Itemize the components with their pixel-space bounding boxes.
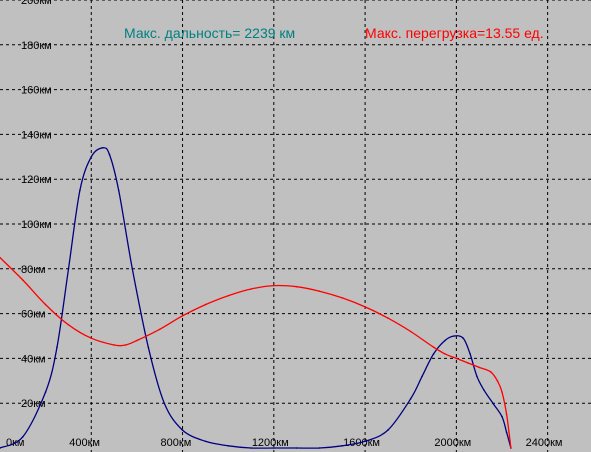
data-point (113, 344, 115, 346)
data-point (250, 447, 252, 449)
data-point (318, 447, 321, 449)
data-point (341, 445, 344, 447)
x-tick-label: 2000км (434, 437, 471, 449)
data-point (90, 337, 93, 340)
y-tick-label: 80км (21, 264, 46, 276)
data-point (124, 344, 127, 346)
data-point (501, 415, 503, 418)
data-point (147, 346, 150, 349)
data-point (158, 328, 161, 331)
data-point (364, 440, 366, 443)
data-point (341, 297, 344, 299)
x-tick-label: 2400км (526, 437, 563, 449)
data-point (227, 445, 229, 447)
data-point (505, 431, 508, 434)
y-tick-label: 180км (21, 40, 52, 52)
data-point (510, 447, 512, 449)
data-point (387, 429, 389, 431)
data-point (501, 391, 503, 393)
data-point (67, 324, 70, 326)
data-point (44, 391, 47, 393)
y-tick-labels: 20км40км60км80км100км120км140км160км180к… (21, 0, 52, 410)
y-tick-label: 60км (21, 309, 46, 321)
data-point (467, 362, 469, 364)
y-tick-label: 160км (21, 85, 52, 97)
y-tick-label: 100км (21, 219, 52, 231)
data-point (455, 357, 458, 360)
x-tick-label: 1200км (252, 437, 289, 449)
y-tick-label: 200км (21, 0, 52, 7)
data-point (505, 413, 508, 416)
data-point (453, 335, 455, 337)
data-point (496, 380, 499, 382)
data-point (483, 389, 485, 391)
data-point (67, 268, 70, 270)
overload-series-line (0, 257, 512, 449)
max-overload-annotation: Макс. перегрузка=13.55 ед. (365, 25, 544, 41)
data-point (409, 330, 412, 333)
data-point (101, 147, 104, 149)
data-point (444, 339, 446, 342)
data-point (421, 375, 423, 378)
data-point (22, 279, 24, 281)
data-point (462, 337, 465, 340)
y-tick-label: 120км (21, 174, 52, 186)
chart-series (0, 147, 512, 449)
data-point (489, 371, 492, 373)
data-point (295, 447, 298, 449)
data-point (136, 339, 138, 342)
data-point (364, 306, 366, 308)
x-tick-label: 400км (69, 437, 100, 449)
data-point (44, 303, 47, 306)
y-tick-label: 140км (21, 129, 52, 141)
data-point (90, 156, 93, 158)
data-point (476, 375, 478, 378)
data-point (131, 268, 134, 270)
data-point (204, 303, 207, 306)
data-point (0, 447, 1, 449)
data-point (387, 317, 389, 319)
data-point (432, 346, 435, 349)
max-range-annotation: Макс. дальность= 2239 км (124, 25, 295, 41)
data-point (478, 366, 481, 369)
data-point (108, 153, 111, 156)
data-point (250, 288, 252, 290)
data-point (318, 290, 321, 293)
data-point (163, 402, 166, 405)
data-point (181, 315, 184, 317)
data-point (204, 440, 207, 443)
data-point (181, 429, 184, 431)
data-point (117, 189, 120, 192)
x-tick-label: 800км (161, 437, 192, 449)
data-point (56, 346, 58, 349)
data-point (409, 397, 412, 400)
data-point (273, 447, 275, 449)
data-point (295, 285, 298, 288)
data-point (0, 256, 1, 259)
data-point (22, 436, 24, 438)
data-point (79, 189, 81, 192)
data-point (469, 353, 471, 355)
data-point (273, 284, 275, 287)
x-tick-labels: 0км 400км 800км 1200км 1600км 2000км 2400км (6, 437, 563, 449)
data-point (444, 353, 446, 355)
y-tick-label: 40км (21, 353, 46, 365)
data-point (432, 353, 435, 355)
data-point (492, 402, 494, 405)
data-point (227, 294, 229, 297)
